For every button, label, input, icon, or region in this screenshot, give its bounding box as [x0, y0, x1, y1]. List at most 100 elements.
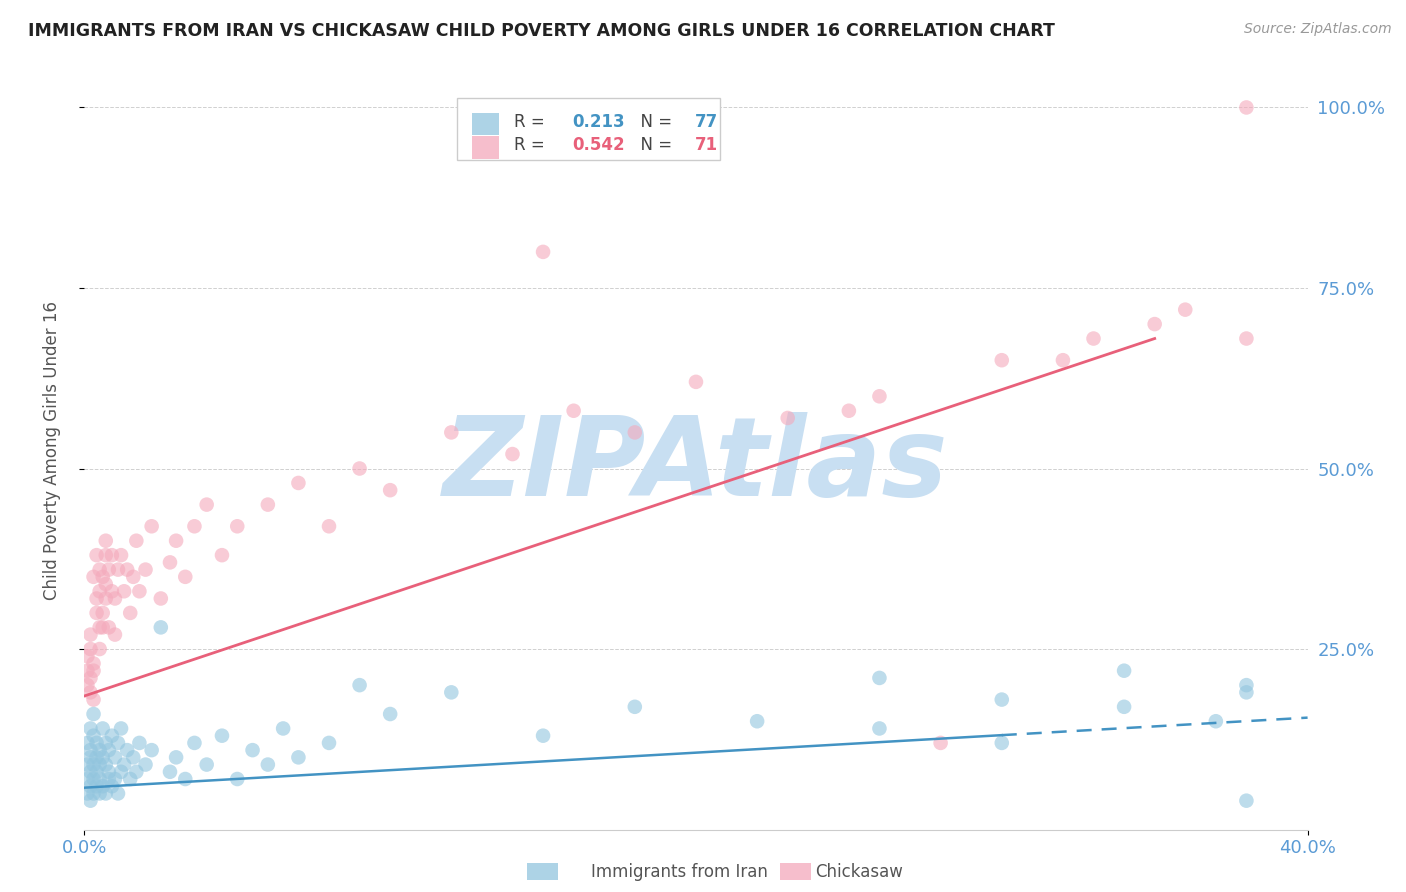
Point — [149, 591, 172, 606]
Point — [226, 519, 249, 533]
Point — [531, 244, 554, 259]
Point — [86, 591, 108, 606]
FancyBboxPatch shape — [457, 98, 720, 160]
Point — [89, 743, 111, 757]
Point — [195, 757, 218, 772]
Point — [83, 757, 105, 772]
Point — [94, 591, 117, 606]
Point — [211, 548, 233, 562]
Text: 0.542: 0.542 — [572, 136, 626, 154]
Point — [104, 627, 127, 641]
Point — [122, 570, 145, 584]
Point — [115, 743, 138, 757]
Point — [91, 620, 114, 634]
Point — [380, 483, 402, 498]
Point — [79, 743, 101, 757]
Point — [929, 736, 952, 750]
Point — [271, 722, 294, 736]
Text: IMMIGRANTS FROM IRAN VS CHICKASAW CHILD POVERTY AMONG GIRLS UNDER 16 CORRELATION: IMMIGRANTS FROM IRAN VS CHICKASAW CHILD … — [28, 22, 1054, 40]
Point — [86, 548, 108, 562]
Text: 77: 77 — [695, 112, 718, 130]
Point — [101, 779, 124, 793]
Point — [165, 750, 187, 764]
Point — [531, 729, 554, 743]
Point — [1205, 714, 1227, 729]
Point — [112, 584, 135, 599]
Point — [502, 447, 524, 461]
Point — [624, 425, 647, 440]
Point — [174, 570, 197, 584]
Point — [440, 425, 463, 440]
Point — [183, 736, 205, 750]
Point — [318, 736, 340, 750]
Point — [112, 757, 135, 772]
Point — [110, 764, 132, 779]
Point — [83, 787, 105, 801]
Point — [349, 461, 371, 475]
Point — [91, 722, 114, 736]
Point — [1236, 100, 1258, 114]
Text: Source: ZipAtlas.com: Source: ZipAtlas.com — [1244, 22, 1392, 37]
Point — [94, 548, 117, 562]
Point — [159, 764, 181, 779]
Point — [83, 729, 105, 743]
Point — [747, 714, 769, 729]
Point — [125, 533, 148, 548]
Point — [79, 722, 101, 736]
Point — [83, 570, 105, 584]
Point — [94, 757, 117, 772]
Point — [991, 692, 1014, 706]
Text: 0.213: 0.213 — [572, 112, 626, 130]
Point — [79, 779, 101, 793]
Point — [125, 764, 148, 779]
Point — [104, 591, 127, 606]
Point — [141, 743, 163, 757]
Point — [83, 664, 105, 678]
Point — [86, 606, 108, 620]
Text: R =: R = — [513, 112, 550, 130]
Point — [1236, 332, 1258, 346]
Point — [91, 779, 114, 793]
Point — [76, 649, 98, 664]
Text: N =: N = — [630, 136, 678, 154]
Point — [135, 563, 157, 577]
Point — [89, 584, 111, 599]
Point — [101, 548, 124, 562]
Point — [1236, 685, 1258, 699]
Point — [685, 375, 707, 389]
Point — [89, 772, 111, 786]
Point — [991, 353, 1014, 368]
Point — [86, 750, 108, 764]
Text: R =: R = — [513, 136, 550, 154]
Point — [1083, 332, 1105, 346]
Point — [318, 519, 340, 533]
Point — [991, 736, 1014, 750]
Point — [97, 743, 120, 757]
Point — [76, 678, 98, 692]
Point — [1236, 678, 1258, 692]
Point — [86, 779, 108, 793]
Point — [94, 533, 117, 548]
Point — [91, 750, 114, 764]
Point — [76, 787, 98, 801]
Point — [94, 787, 117, 801]
Point — [624, 699, 647, 714]
Point — [128, 736, 150, 750]
Point — [349, 678, 371, 692]
Point — [562, 403, 585, 417]
Point — [159, 555, 181, 569]
Point — [76, 736, 98, 750]
Point — [110, 548, 132, 562]
Point — [776, 411, 799, 425]
Point — [76, 664, 98, 678]
Point — [79, 750, 101, 764]
Point — [83, 706, 105, 721]
Point — [174, 772, 197, 786]
Point — [211, 729, 233, 743]
Point — [79, 764, 101, 779]
Text: 71: 71 — [695, 136, 718, 154]
Text: Immigrants from Iran: Immigrants from Iran — [591, 863, 768, 881]
Point — [869, 671, 891, 685]
Point — [104, 750, 127, 764]
Point — [79, 671, 101, 685]
